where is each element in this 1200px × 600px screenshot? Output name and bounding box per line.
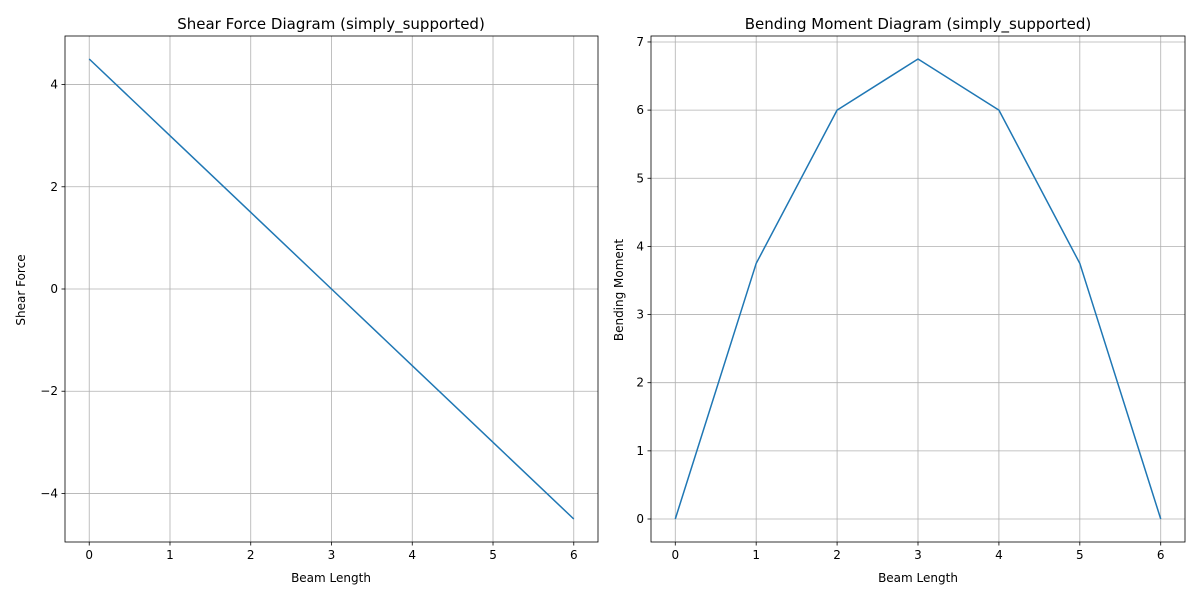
x-axis-label: Beam Length — [291, 571, 371, 585]
x-tick-label: 6 — [1157, 548, 1165, 562]
x-tick-label: 1 — [166, 548, 174, 562]
x-axis-label: Beam Length — [878, 571, 958, 585]
x-tick-label: 5 — [489, 548, 497, 562]
y-axis-label: Bending Moment — [612, 239, 626, 342]
x-tick-label: 4 — [408, 548, 416, 562]
series-line-moment — [674, 58, 1162, 520]
y-axis-ticks: 0 1 2 3 4 5 6 7 — [636, 35, 651, 526]
x-tick-label: 4 — [995, 548, 1003, 562]
shear-force-chart: Shear Force Diagram (simply_supported) B… — [14, 15, 599, 585]
y-tick-label: −4 — [40, 486, 58, 500]
x-tick-label: 1 — [752, 548, 760, 562]
y-tick-label: −2 — [40, 384, 58, 398]
y-tick-label: 4 — [50, 78, 58, 92]
x-tick-label: 3 — [914, 548, 922, 562]
y-tick-label: 2 — [50, 180, 58, 194]
x-tick-label: 2 — [833, 548, 841, 562]
x-tick-label: 0 — [671, 548, 679, 562]
x-tick-label: 5 — [1076, 548, 1084, 562]
grid — [65, 36, 598, 542]
y-axis-label: Shear Force — [14, 254, 28, 325]
chart-title: Bending Moment Diagram (simply_supported… — [745, 15, 1092, 34]
x-tick-label: 6 — [570, 548, 578, 562]
y-axis-ticks: −4 −2 0 2 4 — [40, 78, 65, 500]
y-tick-label: 7 — [636, 35, 644, 49]
y-tick-label: 5 — [636, 171, 644, 185]
y-tick-label: 1 — [636, 444, 644, 458]
y-tick-label: 4 — [636, 239, 644, 253]
bending-moment-chart: Bending Moment Diagram (simply_supported… — [612, 15, 1186, 585]
y-tick-label: 2 — [636, 376, 644, 390]
grid — [651, 36, 1185, 542]
y-tick-label: 0 — [636, 512, 644, 526]
x-tick-label: 0 — [85, 548, 93, 562]
x-tick-label: 3 — [328, 548, 336, 562]
x-axis-ticks: 0 1 2 3 4 5 6 — [85, 542, 578, 562]
y-tick-label: 6 — [636, 103, 644, 117]
x-axis-ticks: 0 1 2 3 4 5 6 — [671, 542, 1165, 562]
chart-title: Shear Force Diagram (simply_supported) — [177, 15, 485, 34]
x-tick-label: 2 — [247, 548, 255, 562]
series-line-shear — [88, 58, 575, 520]
y-tick-label: 0 — [50, 282, 58, 296]
y-tick-label: 3 — [636, 308, 644, 322]
